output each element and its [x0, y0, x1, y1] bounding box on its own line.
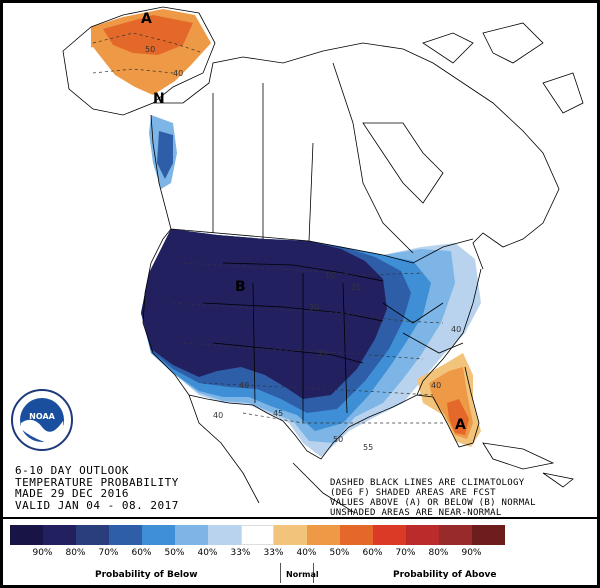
- normal-title: Normal: [286, 570, 319, 579]
- colorbar-swatch: [274, 525, 307, 545]
- colorbar-tick-label: 33%: [263, 548, 284, 558]
- colorbar-swatch: [439, 525, 472, 545]
- probability-colorbar: 90% 80% 70% 60% 50% 40% 33% 33% 40% 50% 60% 70% 80% 9…: [3, 519, 597, 585]
- outlook-description: 6-10 DAY OUTLOOK TEMPERATURE PROBABILITY…: [15, 465, 179, 511]
- colorbar-tick-label: 40%: [197, 548, 218, 558]
- legend-note-line: (DEG F) SHADED AREAS ARE FCST: [330, 488, 496, 498]
- above-title: Probability of Above: [393, 570, 497, 580]
- colorbar-swatch: [472, 525, 505, 545]
- colorbar-tick-label: 50%: [329, 548, 350, 558]
- contour-label: 55: [363, 443, 374, 452]
- colorbar-tick-label: 80%: [65, 548, 86, 558]
- conus-below-core: [141, 229, 387, 399]
- colorbar-swatch: [340, 525, 373, 545]
- florida-above-inner: [447, 399, 469, 435]
- colorbar-tick-label: 90%: [461, 548, 482, 558]
- logo-text: NOAA: [29, 412, 55, 421]
- colorbar-swatch: [307, 525, 340, 545]
- colorbar-tick-label: 60%: [131, 548, 152, 558]
- colorbar-tick-labels: 90% 80% 70% 60% 50% 40% 33% 33% 40% 50% 60% 70% 80% 9…: [10, 548, 488, 558]
- geographic-borders: [62, 6, 584, 514]
- normal-bracket: [280, 563, 314, 583]
- alaska-above-letter: A: [141, 11, 152, 27]
- contour-label: 50: [333, 435, 344, 444]
- florida-above-letter: A: [455, 417, 466, 433]
- below-title: Probability of Below: [95, 570, 198, 580]
- pacific-nw-below-inner: [157, 131, 173, 179]
- north-america-map: [62, 6, 584, 514]
- colorbar-swatch: [76, 525, 109, 545]
- contour-label: 45: [273, 409, 284, 418]
- colorbar-tick-label: 70%: [395, 548, 416, 558]
- contour-label: 40: [431, 381, 442, 390]
- colorbar-swatch: [175, 525, 208, 545]
- alaska-near-letter: N: [153, 91, 165, 107]
- colorbar-tick-label: 90%: [32, 548, 53, 558]
- alaska-near-region: [65, 47, 143, 113]
- conus-below-letter: B: [235, 279, 246, 295]
- colorbar-swatch: [406, 525, 439, 545]
- colorbar-swatch: [43, 525, 76, 545]
- alaska-above-inner: [103, 15, 193, 55]
- contour-label: 50: [145, 45, 156, 54]
- contour-label: 40: [239, 381, 250, 390]
- colorbar-tick-label: 60%: [362, 548, 383, 558]
- contour-label: 10: [325, 271, 336, 280]
- colorbar-swatch: [241, 525, 274, 545]
- legend-note-line: VALUES ABOVE (A) OR BELOW (B) NORMAL: [330, 498, 536, 508]
- outlook-title: 6-10 DAY OUTLOOK: [15, 464, 129, 477]
- outlook-map: A N B A 50 40 10 25 30 35 40 45 50 55 40…: [3, 3, 597, 517]
- legend-note-line: UNSHADED AREAS ARE NEAR-NORMAL: [330, 508, 502, 517]
- noaa-logo: NOAA: [11, 389, 73, 451]
- outlook-variable: TEMPERATURE PROBABILITY: [15, 475, 179, 489]
- colorbar-tick-label: 80%: [428, 548, 449, 558]
- outlook-valid-dates: VALID JAN 04 - 08. 2017: [15, 498, 179, 512]
- contour-label: 40: [451, 325, 462, 334]
- colorbar-tick-label: 40%: [296, 548, 317, 558]
- colorbar-swatch: [109, 525, 142, 545]
- colorbar-swatches: [10, 525, 505, 545]
- climatology-contours: [92, 32, 444, 424]
- legend-note-line: DASHED BLACK LINES ARE CLIMATOLOGY: [330, 478, 525, 488]
- contour-label: 25: [351, 283, 362, 292]
- colorbar-swatch: [373, 525, 406, 545]
- outlook-made-date: MADE 29 DEC 2016: [15, 487, 129, 500]
- colorbar-swatch: [142, 525, 175, 545]
- contour-label: 30: [309, 303, 320, 312]
- colorbar-swatch: [208, 525, 241, 545]
- colorbar-swatch: [10, 525, 43, 545]
- contour-label: 35: [317, 349, 328, 358]
- colorbar-tick-label: 70%: [98, 548, 119, 558]
- colorbar-tick-label: 33%: [230, 548, 251, 558]
- contour-label: 40: [173, 69, 184, 78]
- colorbar-tick-label: 50%: [164, 548, 185, 558]
- legend-note: DASHED BLACK LINES ARE CLIMATOLOGY (DEG …: [330, 478, 536, 517]
- contour-label: 40: [213, 411, 224, 420]
